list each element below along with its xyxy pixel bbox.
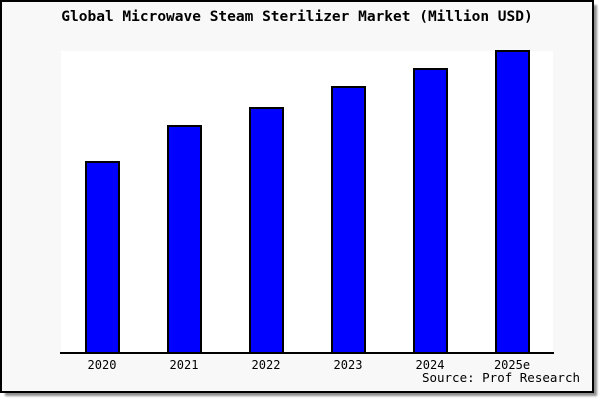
bar-cell xyxy=(225,51,307,352)
x-tick-label-2020: 2020 xyxy=(87,358,117,372)
x-axis-tick-labels: 2020 2021 2022 2023 2024 2025e xyxy=(61,358,553,372)
source-credit: Source: Prof Research xyxy=(421,370,580,385)
chart-frame: Global Microwave Steam Sterilizer Market… xyxy=(0,0,594,393)
bar-cell xyxy=(143,51,225,352)
chart-title: Global Microwave Steam Sterilizer Market… xyxy=(61,9,533,25)
bar-cell xyxy=(61,51,143,352)
bar-2020 xyxy=(84,161,120,352)
bar-2024 xyxy=(412,68,448,352)
bars-group xyxy=(61,50,553,352)
bar-2025e xyxy=(494,50,530,352)
x-tick-label-2022: 2022 xyxy=(251,358,281,372)
plot-area xyxy=(61,50,553,352)
x-axis-line xyxy=(60,352,554,354)
x-tick-label-2025e: 2025e xyxy=(493,358,531,372)
bar-cell xyxy=(307,51,389,352)
bar-2021 xyxy=(166,125,202,352)
bar-cell xyxy=(471,50,553,352)
x-tick-label-2021: 2021 xyxy=(169,358,199,372)
bar-2023 xyxy=(330,86,366,352)
x-tick-label-2024: 2024 xyxy=(415,358,445,372)
bar-2022 xyxy=(248,107,284,352)
bar-cell xyxy=(389,51,471,352)
x-tick-label-2023: 2023 xyxy=(333,358,363,372)
